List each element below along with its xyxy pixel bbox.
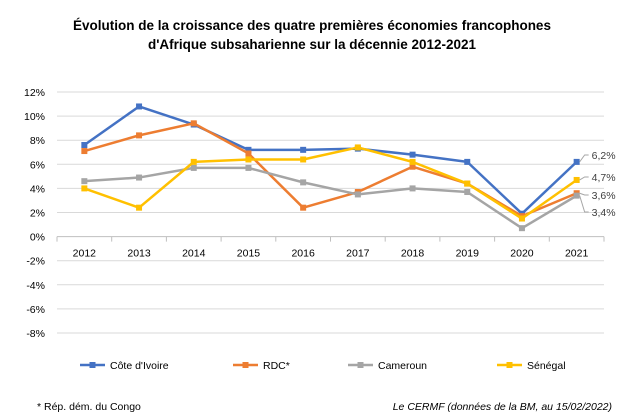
series-line bbox=[83, 146, 578, 220]
data-point bbox=[300, 146, 307, 153]
legend-marker bbox=[506, 362, 513, 368]
label-leader-line bbox=[579, 195, 589, 213]
data-point bbox=[409, 151, 416, 158]
series-line bbox=[83, 105, 578, 215]
data-point bbox=[81, 142, 88, 149]
data-point bbox=[245, 146, 252, 153]
data-point bbox=[464, 158, 471, 165]
x-tick-label: 2020 bbox=[510, 248, 534, 260]
y-tick-label: 12% bbox=[24, 87, 45, 99]
data-point bbox=[464, 180, 471, 187]
x-tick-label: 2019 bbox=[456, 248, 480, 260]
y-tick-label: -6% bbox=[26, 304, 45, 316]
data-point bbox=[354, 144, 361, 151]
x-tick-label: 2017 bbox=[346, 248, 370, 260]
y-tick-label: 6% bbox=[30, 159, 45, 171]
data-point bbox=[245, 150, 252, 157]
y-tick-label: -4% bbox=[26, 280, 45, 292]
chart-title-line1: Évolution de la croissance des quatre pr… bbox=[73, 18, 551, 33]
data-point bbox=[245, 164, 252, 171]
data-point bbox=[573, 158, 580, 165]
legend-marker bbox=[357, 362, 364, 368]
series-line bbox=[84, 166, 578, 230]
label-leader-line bbox=[579, 192, 589, 196]
data-point bbox=[136, 103, 143, 110]
data-point bbox=[409, 163, 416, 170]
label-leader-line bbox=[579, 154, 589, 163]
legend-marker bbox=[89, 362, 96, 368]
x-tick-label: 2018 bbox=[401, 248, 425, 260]
data-point bbox=[409, 158, 416, 165]
data-point bbox=[190, 164, 197, 171]
end-value-label: 3,6% bbox=[592, 190, 616, 202]
data-point bbox=[245, 156, 252, 163]
footnote: * Rép. dém. du Congo bbox=[37, 401, 141, 413]
end-value-label: 4,7% bbox=[592, 172, 616, 184]
x-tick-label: 2012 bbox=[73, 248, 97, 260]
y-tick-label: 0% bbox=[30, 232, 45, 244]
label-leader-line bbox=[579, 176, 589, 181]
legend-label: Sénégal bbox=[527, 360, 566, 372]
y-tick-label: -8% bbox=[26, 328, 45, 340]
legend-marker bbox=[242, 362, 249, 368]
x-tick-label: 2013 bbox=[127, 248, 151, 260]
data-point bbox=[300, 204, 307, 211]
data-point bbox=[518, 215, 525, 222]
y-tick-label: -2% bbox=[26, 256, 45, 268]
x-tick-label: 2016 bbox=[291, 248, 315, 260]
data-point bbox=[136, 132, 143, 139]
legend-label: Cameroun bbox=[378, 360, 427, 372]
y-tick-label: 4% bbox=[30, 183, 45, 195]
chart-title-line2: d'Afrique subsaharienne sur la décennie … bbox=[147, 37, 477, 52]
data-point bbox=[300, 156, 307, 163]
series-line bbox=[84, 122, 578, 218]
legend-label: RDC* bbox=[263, 360, 290, 372]
data-point bbox=[136, 174, 143, 181]
y-tick-label: 10% bbox=[24, 111, 45, 123]
x-tick-label: 2015 bbox=[237, 248, 261, 260]
source-note: Le CERMF (données de la BM, au 15/02/202… bbox=[392, 401, 612, 413]
data-point bbox=[300, 179, 307, 186]
end-value-label: 6,2% bbox=[592, 150, 616, 162]
data-point bbox=[81, 148, 88, 155]
data-point bbox=[81, 178, 88, 185]
data-point bbox=[190, 120, 197, 127]
data-point bbox=[190, 158, 197, 165]
data-point bbox=[573, 176, 580, 183]
data-point bbox=[81, 185, 88, 192]
end-value-label: 3,4% bbox=[592, 207, 616, 219]
data-point bbox=[136, 204, 143, 211]
x-tick-label: 2021 bbox=[565, 248, 589, 260]
y-tick-label: 2% bbox=[30, 208, 45, 220]
data-point bbox=[464, 189, 471, 196]
x-tick-label: 2014 bbox=[182, 248, 206, 260]
legend-label: Côte d'Ivoire bbox=[110, 360, 169, 372]
data-point bbox=[409, 185, 416, 192]
data-point bbox=[573, 192, 580, 199]
data-point bbox=[354, 191, 361, 198]
data-point bbox=[518, 225, 525, 232]
y-tick-label: 8% bbox=[30, 135, 45, 147]
